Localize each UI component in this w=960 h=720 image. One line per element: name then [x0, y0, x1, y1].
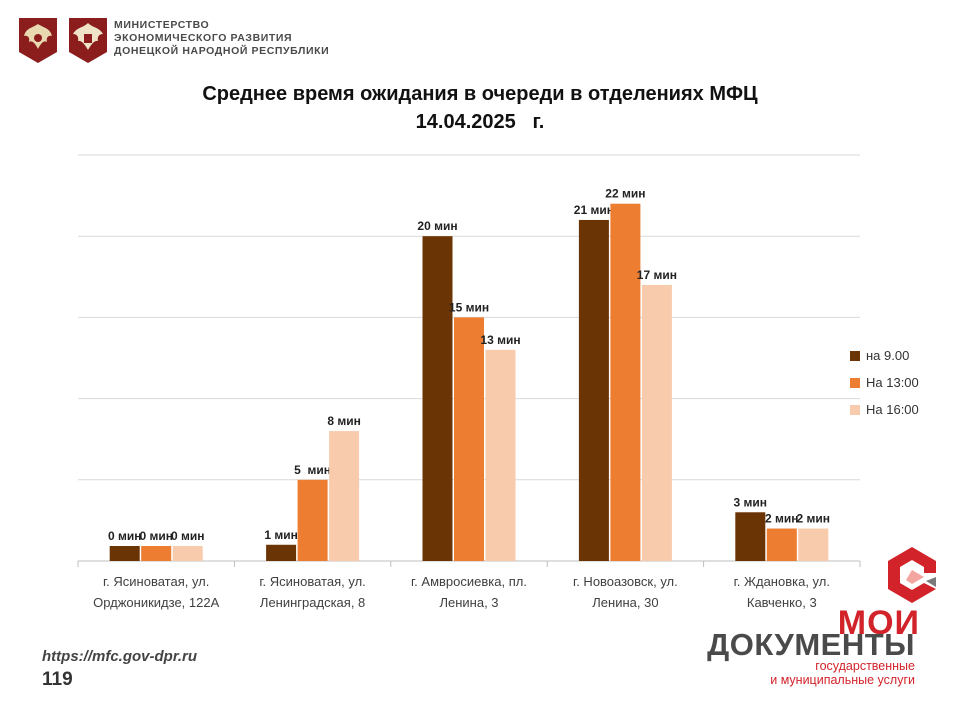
data-label: 21 мин	[574, 203, 614, 217]
data-label: 5 мин	[294, 463, 331, 477]
data-label: 0 мин	[108, 529, 142, 543]
bar	[329, 431, 360, 561]
category-label: г. Амвросиевка, пл.	[411, 574, 527, 589]
bar	[735, 512, 766, 561]
legend-label-16: На 16:00	[866, 402, 919, 417]
data-label: 13 мин	[480, 333, 520, 347]
bar	[422, 236, 453, 561]
data-label: 20 мин	[417, 219, 457, 233]
legend-label-9: на 9.00	[866, 348, 910, 363]
data-label: 22 мин	[605, 187, 645, 201]
category-label: Орджоникидзе, 122А	[93, 595, 219, 610]
bar	[141, 546, 172, 561]
legend-swatch-13	[850, 377, 860, 388]
bar	[266, 544, 297, 561]
data-label: 2 мин	[797, 512, 831, 526]
data-label: 3 мин	[734, 495, 768, 509]
legend-item-16: На 16:00	[850, 396, 919, 423]
bar	[641, 284, 672, 561]
legend-item-9: на 9.00	[850, 342, 919, 369]
data-label: 8 мин	[327, 414, 361, 428]
category-label: Ленинградская, 8	[260, 595, 365, 610]
bar	[297, 479, 328, 561]
data-label: 0 мин	[139, 529, 173, 543]
bar	[766, 528, 797, 561]
brand-line-2: ДОКУМЕНТЫ	[707, 627, 915, 662]
bar	[172, 546, 203, 561]
legend-swatch-16	[850, 404, 860, 415]
category-label: г. Новоазовск, ул.	[573, 574, 678, 589]
data-label: 17 мин	[637, 268, 677, 282]
category-label: Кавченко, 3	[747, 595, 817, 610]
bar	[109, 546, 140, 561]
chart-title: Среднее время ожидания в очереди в отдел…	[202, 83, 758, 105]
chart-legend: на 9.00 На 13:00 На 16:00	[850, 342, 919, 423]
category-label: Ленина, 3	[439, 595, 498, 610]
moi-dokumenty-logo-icon	[888, 547, 936, 603]
ministry-line-3: ДОНЕЦКОЙ НАРОДНОЙ РЕСПУБЛИКИ	[114, 45, 330, 57]
category-label: г. Ясиноватая, ул.	[103, 574, 209, 589]
brand-subtitle-1: государственные	[815, 659, 915, 673]
legend-swatch-9	[850, 350, 860, 361]
legend-item-13: На 13:00	[850, 369, 919, 396]
brand-line-1: МОИ	[837, 604, 920, 642]
data-label: 1 мин	[264, 528, 298, 542]
data-label: 2 мин	[765, 512, 799, 526]
legend-label-13: На 13:00	[866, 375, 919, 390]
bar	[454, 317, 484, 561]
brand-subtitle-2: и муниципальные услуги	[770, 673, 915, 687]
bar	[578, 219, 609, 561]
coat-of-arms-russia-icon	[19, 18, 57, 63]
ministry-line-2: ЭКОНОМИЧЕСКОГО РАЗВИТИЯ	[114, 32, 293, 44]
site-url: https://mfc.gov-dpr.ru	[42, 648, 197, 665]
chart-subtitle: 14.04.2025 г.	[415, 111, 545, 133]
coat-of-arms-dpr-icon	[69, 18, 107, 63]
ministry-line-1: МИНИСТЕРСТВО	[114, 19, 210, 31]
ministry-name: МИНИСТЕРСТВО ЭКОНОМИЧЕСКОГО РАЗВИТИЯ ДОН…	[114, 19, 329, 58]
bar	[610, 203, 641, 561]
page-number: 119	[42, 669, 73, 690]
category-label: г. Ясиноватая, ул.	[259, 574, 365, 589]
bar	[798, 528, 829, 561]
data-label: 0 мин	[171, 529, 205, 543]
bar	[485, 349, 516, 561]
category-label: г. Ждановка, ул.	[734, 574, 830, 589]
data-label: 15 мин	[449, 300, 489, 314]
category-label: Ленина, 30	[592, 595, 658, 610]
